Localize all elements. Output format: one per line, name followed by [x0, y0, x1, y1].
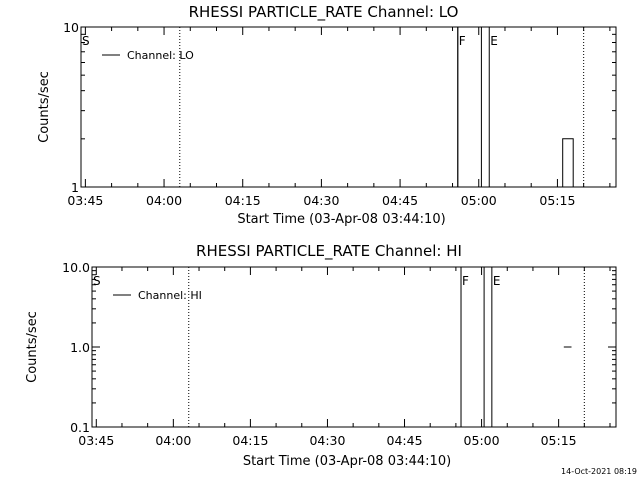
footer-timestamp: 14-Oct-2021 08:19 [561, 467, 637, 476]
marker-label-e: E [493, 274, 501, 288]
chart-title: RHESSI PARTICLE_RATE Channel: LO [189, 3, 459, 22]
legend-entry: Channel: LO [127, 49, 194, 62]
y-tick-label: 10.0 [62, 260, 90, 275]
marker-label-s: S [82, 34, 90, 48]
x-tick-label: 04:15 [232, 433, 268, 448]
legend-entry: Channel: HI [138, 289, 202, 302]
marker-label-f: F [462, 274, 469, 288]
series-line-0 [457, 26, 574, 188]
x-tick-label: 04:00 [155, 433, 191, 448]
series-line-0 [460, 266, 485, 427]
marker-label-s: S [93, 274, 101, 288]
x-tick-label: 05:15 [539, 193, 575, 208]
x-tick-label: 05:00 [461, 193, 497, 208]
panel-lo: RHESSI PARTICLE_RATE Channel: LO 03:45 04:… [37, 3, 617, 227]
y-tick-label: 1.0 [70, 340, 90, 355]
x-axis-label: Start Time (03-Apr-08 03:44:10) [237, 212, 445, 227]
y-axis-label: Counts/sec [25, 311, 40, 383]
marker-label-f: F [459, 34, 466, 48]
marker-label-e: E [490, 34, 498, 48]
y-tick-label: 0.1 [70, 420, 90, 435]
x-tick-label: 04:00 [146, 193, 182, 208]
y-tick-label: 10 [63, 20, 79, 35]
x-tick-label: 03:45 [78, 433, 114, 448]
x-tick-label: 04:45 [387, 433, 423, 448]
x-tick-label: 04:30 [303, 193, 339, 208]
x-tick-label: 04:45 [382, 193, 418, 208]
chart-title: RHESSI PARTICLE_RATE Channel: HI [196, 242, 462, 261]
x-axis-label: Start Time (03-Apr-08 03:44:10) [243, 454, 451, 469]
x-tick-label: 05:15 [541, 433, 577, 448]
x-tick-label: 05:00 [464, 433, 500, 448]
panel-hi: RHESSI PARTICLE_RATE Channel: HI 03:45 04:… [25, 242, 617, 469]
x-tick-label: 04:30 [309, 433, 345, 448]
y-tick-label: 1 [71, 180, 79, 195]
y-axis-label: Counts/sec [37, 71, 52, 143]
x-tick-label: 04:15 [225, 193, 261, 208]
x-tick-label: 03:45 [67, 193, 103, 208]
